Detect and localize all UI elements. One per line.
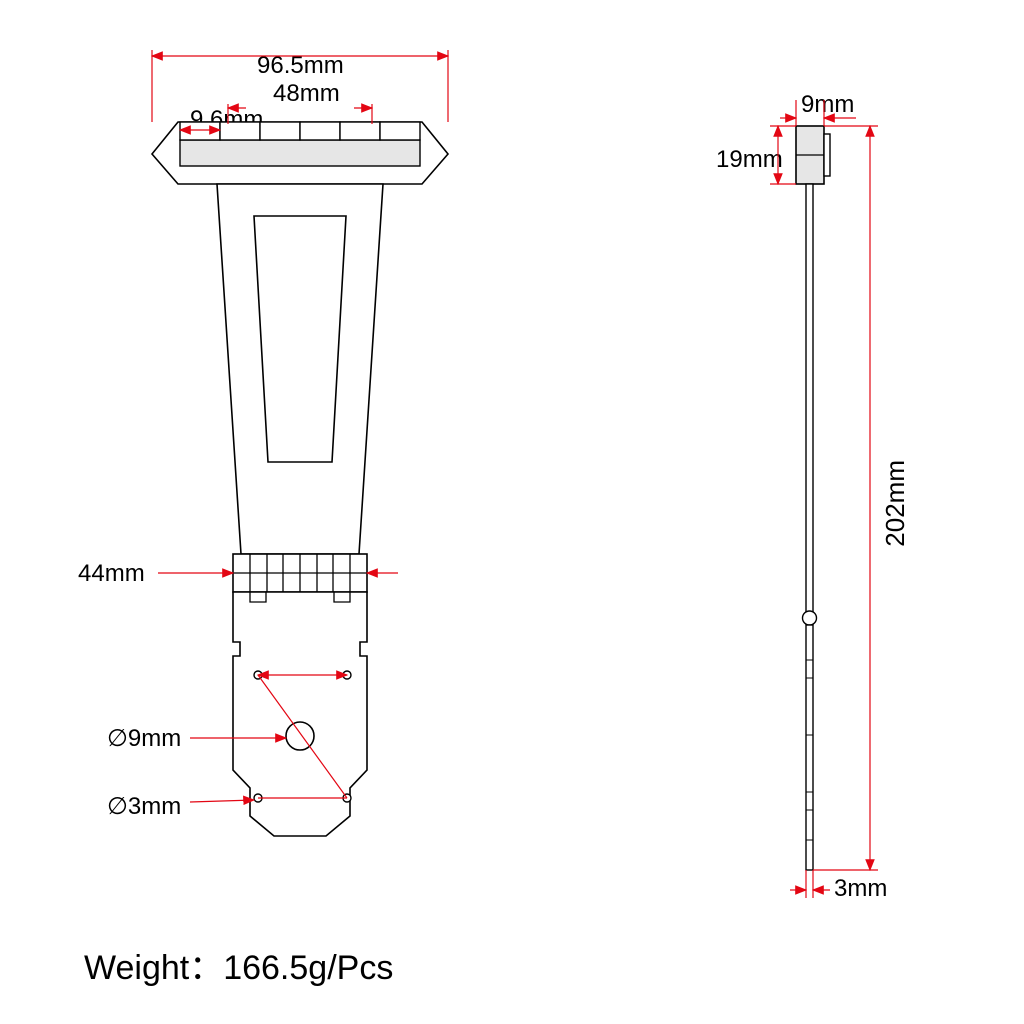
head-slots (180, 122, 420, 140)
neck-frame (217, 184, 383, 554)
front-view (152, 122, 448, 836)
technical-drawing (0, 0, 1024, 1024)
side-shaft (806, 184, 813, 614)
side-pivot (803, 611, 817, 625)
head-inner-bar (180, 140, 420, 166)
side-tail (806, 625, 813, 870)
side-view (796, 126, 830, 870)
